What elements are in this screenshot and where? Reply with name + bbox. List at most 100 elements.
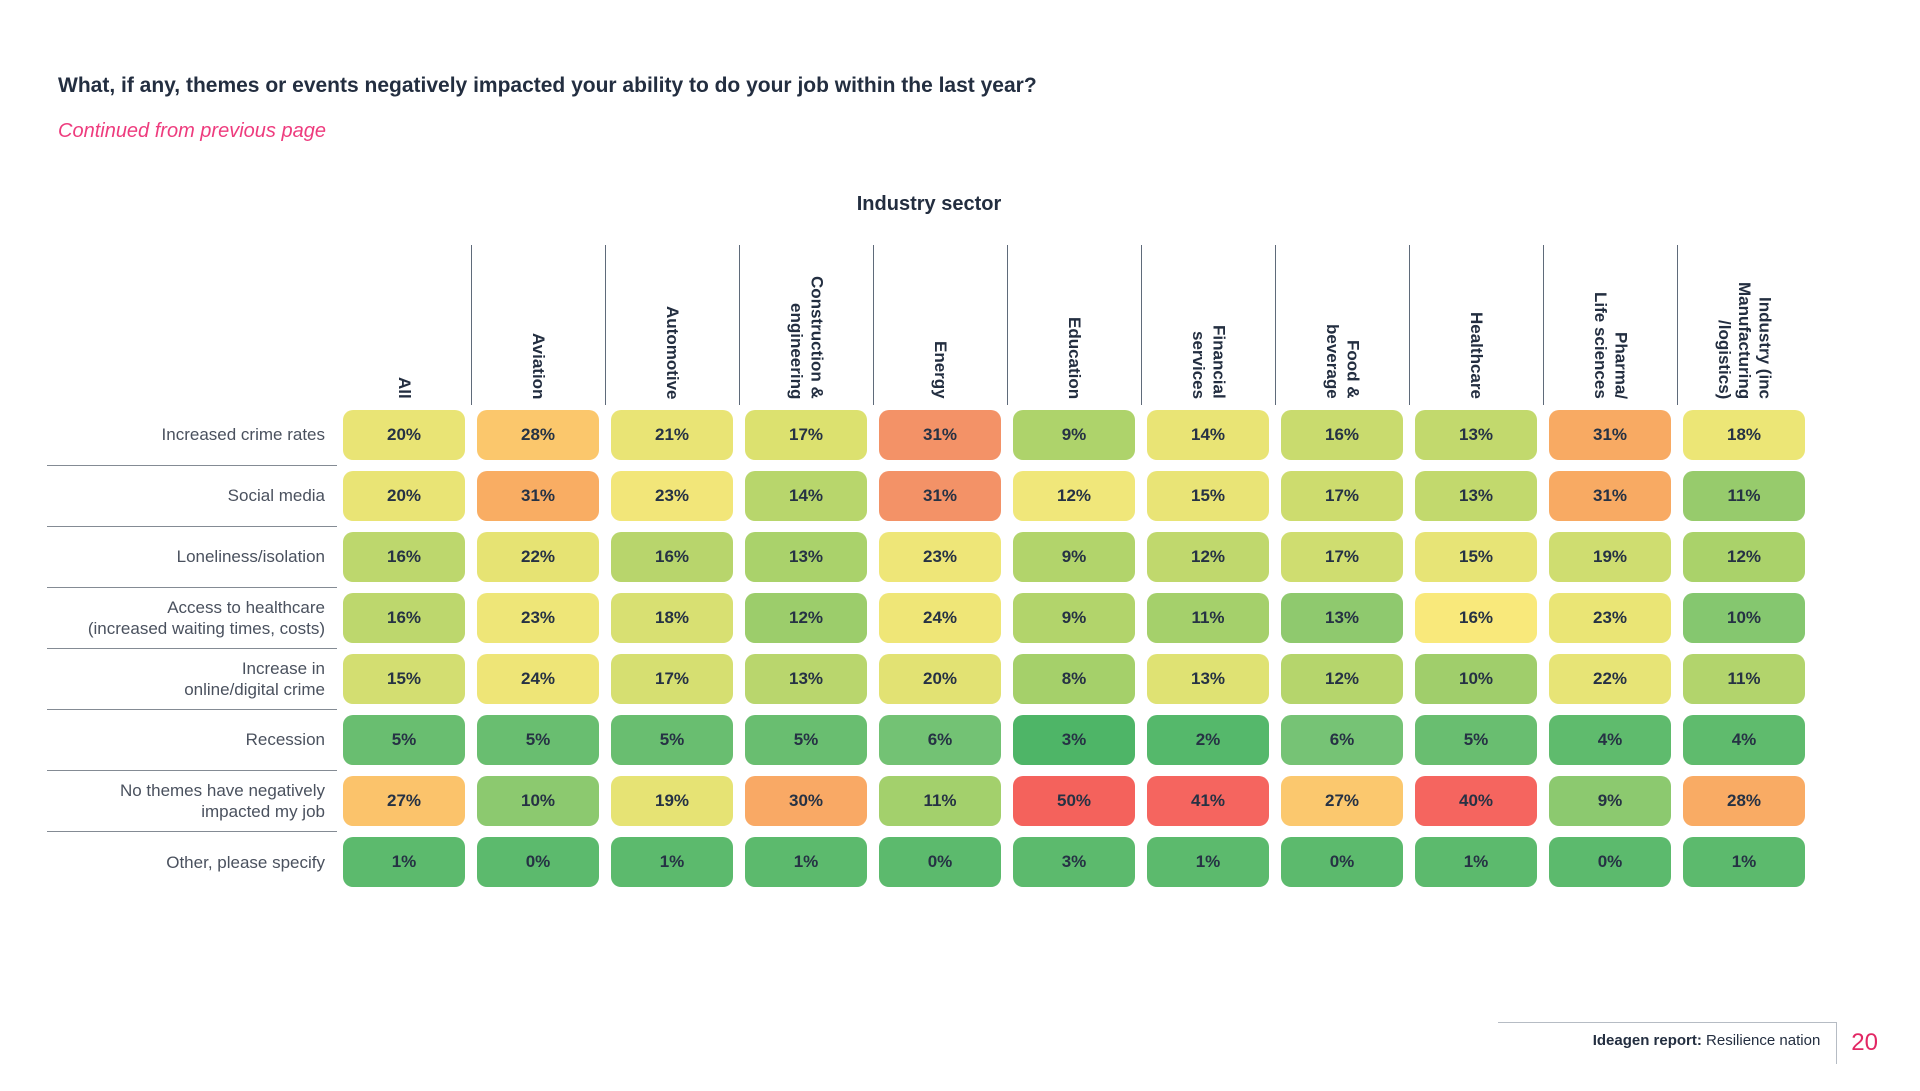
row-label-text: Social media	[227, 486, 325, 506]
heat-cell: 15%	[1147, 471, 1269, 521]
heat-cell: 17%	[1281, 532, 1403, 582]
heat-cell: 9%	[1013, 593, 1135, 643]
column-header-label: Aviation	[529, 332, 549, 399]
heat-cell: 23%	[477, 593, 599, 643]
heat-cell: 9%	[1013, 410, 1135, 460]
heat-cell: 1%	[1147, 837, 1269, 887]
column-header: Education	[1006, 215, 1141, 405]
heat-cell: 13%	[1147, 654, 1269, 704]
heat-cell: 17%	[745, 410, 867, 460]
heat-cell: 14%	[1147, 410, 1269, 460]
heat-cell: 11%	[1683, 654, 1805, 704]
column-header-label: Financial services	[1189, 325, 1229, 399]
heat-cell: 11%	[1683, 471, 1805, 521]
column-header: Construction & engineering	[738, 215, 873, 405]
column-header-label: Automotive	[663, 305, 683, 400]
heat-cell: 4%	[1683, 715, 1805, 765]
heat-cell: 13%	[745, 654, 867, 704]
row-label: Other, please specify	[47, 832, 337, 893]
heat-cell: 31%	[879, 410, 1001, 460]
heat-cell: 0%	[1281, 837, 1403, 887]
heat-cell: 23%	[611, 471, 733, 521]
page-subtitle: Continued from previous page	[58, 120, 326, 142]
heat-cell: 13%	[1281, 593, 1403, 643]
row-label: No themes have negatively impacted my jo…	[47, 771, 337, 832]
column-separator	[604, 245, 606, 405]
heat-cell: 17%	[611, 654, 733, 704]
footer-report-label-rest: Resilience nation	[1706, 1032, 1821, 1049]
row-label-text: Access to healthcare (increased waiting …	[87, 597, 325, 638]
heat-cell: 17%	[1281, 471, 1403, 521]
row-label: Increased crime rates	[47, 405, 337, 466]
row-label-text: Increased crime rates	[161, 425, 325, 445]
row-label: Social media	[47, 466, 337, 527]
heat-cell: 3%	[1013, 715, 1135, 765]
column-header: Energy	[872, 215, 1007, 405]
row-label-text: Loneliness/isolation	[176, 547, 325, 567]
heat-cell: 21%	[611, 410, 733, 460]
heat-cell: 14%	[745, 471, 867, 521]
heat-cell: 13%	[745, 532, 867, 582]
page-title: What, if any, themes or events negativel…	[58, 74, 1037, 97]
column-separator	[1542, 245, 1544, 405]
heat-cell: 0%	[879, 837, 1001, 887]
column-header: Industry (inc Manufacturing /logistics)	[1676, 215, 1811, 405]
heat-cell: 27%	[1281, 776, 1403, 826]
column-header-label: Education	[1065, 316, 1085, 399]
heat-cell: 27%	[343, 776, 465, 826]
header-corner	[47, 215, 337, 405]
row-label-text: No themes have negatively impacted my jo…	[119, 780, 325, 821]
heat-cell: 12%	[1683, 532, 1805, 582]
heat-cell: 1%	[745, 837, 867, 887]
heat-cell: 12%	[1281, 654, 1403, 704]
heat-cell: 24%	[879, 593, 1001, 643]
column-header: Financial services	[1140, 215, 1275, 405]
footer-report-label: Ideagen report: Resilience nation	[1497, 1022, 1837, 1059]
column-separator	[1274, 245, 1276, 405]
heat-cell: 3%	[1013, 837, 1135, 887]
column-header-label: Industry (inc Manufacturing /logistics)	[1714, 281, 1775, 399]
heat-cell: 1%	[1683, 837, 1805, 887]
heat-cell: 6%	[879, 715, 1001, 765]
heat-cell: 5%	[611, 715, 733, 765]
heat-cell: 16%	[343, 532, 465, 582]
column-header-label: Energy	[931, 341, 951, 399]
heat-cell: 16%	[611, 532, 733, 582]
heat-cell: 19%	[1549, 532, 1671, 582]
column-separator	[1140, 245, 1142, 405]
column-separator	[872, 245, 874, 405]
heat-cell: 50%	[1013, 776, 1135, 826]
heat-cell: 28%	[1683, 776, 1805, 826]
column-separator	[738, 245, 740, 405]
column-separator	[470, 245, 472, 405]
column-separator	[1408, 245, 1410, 405]
heat-cell: 2%	[1147, 715, 1269, 765]
heat-cell: 30%	[745, 776, 867, 826]
heat-cell: 20%	[343, 410, 465, 460]
heat-cell: 5%	[745, 715, 867, 765]
footer-divider	[1836, 1022, 1838, 1064]
heat-cell: 24%	[477, 654, 599, 704]
heat-cell: 12%	[1147, 532, 1269, 582]
row-label-text: Increase in online/digital crime	[184, 658, 325, 699]
heat-cell: 11%	[879, 776, 1001, 826]
heat-cell: 10%	[1683, 593, 1805, 643]
heat-cell: 31%	[1549, 471, 1671, 521]
heat-cell: 28%	[477, 410, 599, 460]
heat-cell: 15%	[1415, 532, 1537, 582]
heat-cell: 10%	[1415, 654, 1537, 704]
page-number: 20	[1851, 1029, 1878, 1056]
column-header-label: Food & beverage	[1323, 324, 1363, 399]
column-header: Aviation	[470, 215, 605, 405]
heat-cell: 41%	[1147, 776, 1269, 826]
heat-cell: 1%	[611, 837, 733, 887]
column-header-label: Healthcare	[1467, 312, 1487, 399]
heat-cell: 18%	[611, 593, 733, 643]
heat-cell: 5%	[1415, 715, 1537, 765]
column-header: Automotive	[604, 215, 739, 405]
heat-cell: 15%	[343, 654, 465, 704]
row-label-text: Recession	[245, 730, 325, 750]
heat-cell: 11%	[1147, 593, 1269, 643]
row-label: Increase in online/digital crime	[47, 649, 337, 710]
column-separator	[1006, 245, 1008, 405]
